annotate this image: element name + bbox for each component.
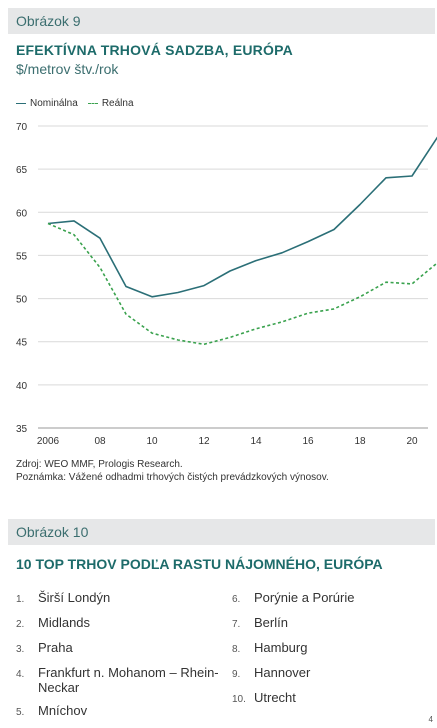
- gridlines: [38, 125, 428, 429]
- legend-swatch-real: [87, 103, 98, 104]
- ranking-item: 3. Praha: [16, 640, 226, 657]
- ranking-market-name: Midlands: [38, 615, 91, 630]
- chart-title: EFEKTÍVNA TRHOVÁ SADZBA, EURÓPA: [16, 42, 293, 58]
- ranking-number: 5.: [16, 707, 25, 718]
- ranking-market-name: Praha: [38, 640, 73, 655]
- ranking-title: 10 TOP TRHOV PODĽA RASTU NÁJOMNÉHO, EURÓ…: [16, 556, 383, 572]
- y-tick-label: 35: [16, 424, 28, 435]
- ranking-item: 6. Porýnie a Porúrie: [232, 590, 432, 607]
- y-tick-label: 60: [16, 208, 28, 219]
- ranking-item: 8. Hamburg: [232, 640, 432, 657]
- ranking-number: 1.: [16, 594, 25, 605]
- ranking-number: 9.: [232, 669, 241, 680]
- legend-item-nominal: Nominálna: [16, 98, 78, 109]
- ranking-market-name: Utrecht: [254, 690, 296, 705]
- x-tick-label: 2006: [37, 436, 60, 447]
- x-tick-label: 08: [94, 436, 106, 447]
- y-tick-labels: 35 40 45 50 55 60 65 70: [16, 122, 28, 435]
- x-tick-label: 16: [302, 436, 314, 447]
- ranking-market-name: Mníchov: [38, 703, 88, 718]
- y-tick-label: 70: [16, 122, 28, 133]
- ranking-item: 4. Frankfurt n. Mohanom – Rhein-Neckar: [16, 665, 226, 695]
- chart-legend: Nominálna Reálna: [16, 98, 144, 109]
- line-chart: 35 40 45 50 55 60 65 70 2006 08 10 12 14 16 18 20: [16, 122, 437, 447]
- ranking-market-name: Berlín: [254, 615, 288, 630]
- ranking-item: 10. Utrecht: [232, 690, 432, 707]
- y-tick-label: 40: [16, 381, 28, 392]
- figure-10-header: Obrázok 10: [8, 519, 435, 545]
- chart-notes: Zdroj: WEO MMF, Prologis Research. Pozná…: [16, 458, 329, 484]
- ranking-number: 8.: [232, 644, 241, 655]
- chart-source: Zdroj: WEO MMF, Prologis Research.: [16, 459, 183, 470]
- legend-item-real: Reálna: [87, 98, 134, 109]
- ranking-number: 6.: [232, 594, 241, 605]
- ranking-item: 9. Hannover: [232, 665, 432, 682]
- ranking-number: 3.: [16, 644, 25, 655]
- ranking-market-name: Hamburg: [254, 640, 308, 655]
- x-tick-labels: 2006 08 10 12 14 16 18 20: [37, 436, 418, 447]
- legend-swatch-nominal: [16, 103, 26, 104]
- ranking-number: 10.: [232, 694, 246, 705]
- ranking-item: 2. Midlands: [16, 615, 226, 632]
- page-number: 4: [428, 715, 433, 724]
- ranking-market-name: Hannover: [254, 665, 311, 680]
- x-tick-label: 14: [250, 436, 262, 447]
- ranking-list-right: 6. Porýnie a Porúrie 7. Berlín 8. Hamburg 9. Ha…: [232, 590, 432, 715]
- y-tick-label: 45: [16, 338, 28, 349]
- ranking-item: 7. Berlín: [232, 615, 432, 632]
- y-tick-label: 55: [16, 251, 28, 262]
- y-tick-label: 50: [16, 295, 28, 306]
- x-tick-label: 20: [406, 436, 418, 447]
- series-lines: [47, 136, 437, 346]
- ranking-market-name: Širší Londýn: [38, 590, 111, 605]
- x-tick-label: 18: [354, 436, 366, 447]
- ranking-market-name: Frankfurt n. Mohanom – Rhein-Neckar: [38, 665, 219, 695]
- ranking-item: 1. Širší Londýn: [16, 590, 226, 607]
- ranking-number: 7.: [232, 619, 241, 630]
- x-tick-label: 12: [198, 436, 210, 447]
- legend-label-real: Reálna: [101, 98, 134, 109]
- legend-label-nominal: Nominálna: [30, 98, 78, 109]
- y-tick-label: 65: [16, 165, 28, 176]
- series-line-nominal: [47, 136, 437, 298]
- chart-note: Poznámka: Vážené odhadmi trhových čistýc…: [16, 472, 329, 483]
- ranking-list-left: 1. Širší Londýn 2. Midlands 3. Praha 4. Frankfu…: [16, 590, 226, 728]
- ranking-market-name: Porýnie a Porúrie: [254, 590, 355, 605]
- figure-9-header: Obrázok 9: [8, 8, 435, 34]
- x-tick-label: 10: [146, 436, 158, 447]
- ranking-number: 4.: [16, 669, 25, 680]
- chart-subtitle: $/metrov štv./rok: [16, 61, 119, 77]
- ranking-number: 2.: [16, 619, 25, 630]
- series-line-real: [47, 222, 437, 346]
- ranking-item: 5. Mníchov: [16, 703, 226, 720]
